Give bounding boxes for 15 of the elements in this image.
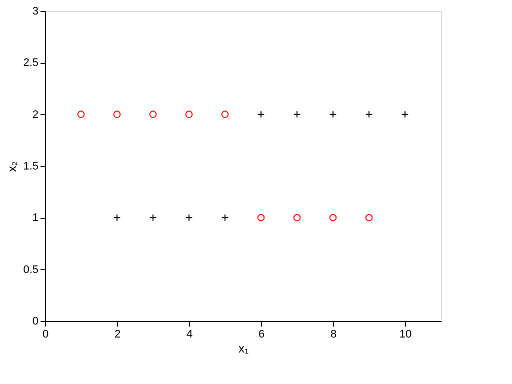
y-tick-label: 2 [32, 108, 38, 121]
x-axis-title: x₁ [238, 342, 249, 356]
x-tick-label: 6 [258, 328, 265, 340]
x-tick-label: 4 [186, 328, 193, 340]
x-tick-label: 2 [114, 328, 121, 340]
y-tick-label: 0 [32, 316, 38, 328]
y-tick-label: 0.5 [23, 264, 38, 276]
x-tick-label: 10 [399, 328, 412, 340]
y-tick-label: 2.5 [23, 57, 38, 70]
x-tick-label: 8 [330, 328, 337, 340]
y-tick-label: 1.5 [23, 160, 38, 172]
y-tick-label: 1 [32, 212, 38, 224]
x-tick-label: 0 [42, 328, 49, 340]
y-tick-label: 3 [32, 6, 38, 18]
y-axis-title: x₂ [5, 160, 20, 172]
